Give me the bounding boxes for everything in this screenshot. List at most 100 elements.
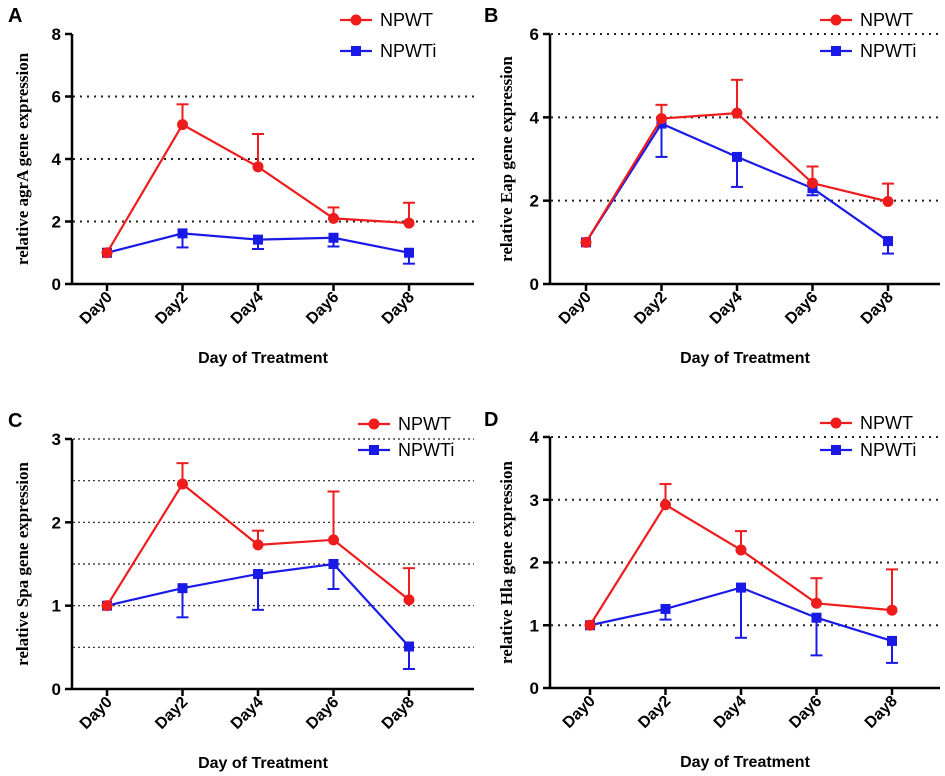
x-axis-title: Day of Treatment	[680, 754, 810, 771]
x-axis-title: Day of Treatment	[680, 350, 810, 367]
y-tick-label: 4	[530, 108, 540, 127]
data-point	[177, 478, 188, 490]
y-tick-label: 2	[52, 513, 61, 532]
y-axis-title: relative agrA gene expression	[13, 52, 32, 265]
x-tick-label: Day0	[77, 694, 116, 733]
legend-label: NPWTi	[380, 41, 436, 61]
x-tick-label: Day8	[858, 289, 897, 328]
y-axis-title: relative Spa gene expression	[13, 462, 32, 666]
legend: NPWT NPWTi	[820, 413, 916, 460]
y-tick-label: 0	[52, 275, 61, 294]
data-point	[328, 534, 339, 546]
series-npwt	[101, 103, 415, 259]
data-point	[807, 177, 818, 189]
chart-panel-d: D 0 1 2 3 4 Day0 Day2 Day4 Day6 Day8 Day of Treatme…	[484, 409, 940, 771]
series-npwt	[584, 483, 898, 631]
x-tick-label: Day8	[862, 693, 901, 732]
legend-marker	[350, 14, 362, 26]
x-tick-label: Day4	[228, 289, 267, 328]
legend-marker	[831, 46, 841, 56]
data-point	[656, 113, 667, 125]
y-tick-label: 6	[52, 88, 61, 107]
series-npwti	[102, 228, 415, 265]
data-point	[882, 196, 894, 207]
legend-marker	[368, 418, 380, 430]
y-tick-label: 4	[530, 428, 540, 447]
y-tick-label: 0	[530, 679, 539, 698]
data-point	[253, 569, 263, 579]
y-tick-label: 3	[52, 430, 61, 449]
y-tick-label: 2	[530, 554, 539, 573]
y-tick-label: 8	[52, 25, 61, 44]
x-tick-label: Day6	[782, 289, 821, 328]
data-point	[580, 236, 592, 248]
data-point	[883, 236, 893, 247]
data-point	[660, 499, 671, 511]
data-point	[252, 161, 264, 173]
x-tick-label: Day0	[77, 289, 116, 328]
x-tick-label: Day0	[556, 289, 595, 328]
y-tick-label: 6	[530, 25, 539, 44]
x-tick-label: Day4	[711, 693, 750, 732]
x-tick-label: Day0	[560, 693, 599, 732]
legend-marker	[831, 445, 841, 455]
data-point	[101, 247, 113, 259]
data-point	[403, 594, 415, 606]
panel-letter: C	[8, 410, 22, 432]
data-point	[886, 604, 898, 616]
data-point	[328, 232, 339, 243]
series-npwti	[102, 559, 415, 670]
legend-marker	[830, 417, 842, 429]
data-point	[252, 539, 264, 551]
y-tick-label: 0	[52, 680, 61, 699]
legend: NPWT NPWTi	[820, 10, 916, 61]
y-tick-label: 3	[530, 491, 539, 510]
data-point	[811, 612, 822, 623]
data-point	[811, 597, 822, 609]
data-point	[177, 228, 188, 239]
data-point	[731, 107, 743, 119]
legend-label: NPWTi	[860, 440, 916, 460]
data-point	[584, 619, 596, 631]
y-tick-label: 0	[530, 275, 539, 294]
x-tick-label: Day4	[707, 289, 746, 328]
panel-letter: D	[484, 409, 498, 431]
data-point	[253, 234, 263, 245]
x-axis-title: Day of Treatment	[198, 755, 328, 772]
legend: NPWT NPWTi	[358, 414, 454, 460]
x-tick-label: Day4	[228, 694, 267, 733]
legend-label: NPWTi	[860, 41, 916, 61]
y-tick-label: 2	[530, 192, 539, 211]
y-tick-label: 1	[530, 616, 539, 635]
x-tick-label: Day6	[303, 694, 342, 733]
data-point	[735, 544, 747, 556]
data-point	[732, 151, 742, 162]
data-point	[660, 603, 671, 614]
y-axis-title: relative Hla gene expression	[497, 461, 516, 664]
x-tick-label: Day2	[635, 693, 674, 732]
data-point	[736, 582, 746, 593]
legend-label: NPWT	[860, 413, 913, 433]
x-tick-label: Day2	[152, 289, 191, 328]
x-tick-label: Day8	[379, 694, 418, 733]
panel-letter: B	[484, 5, 498, 27]
legend-marker	[351, 46, 361, 56]
legend-label: NPWT	[398, 414, 451, 434]
y-axis-title: relative Eap gene expression	[497, 56, 516, 262]
data-point	[404, 247, 414, 258]
data-point	[403, 217, 415, 229]
data-point	[328, 559, 339, 569]
legend-marker	[369, 445, 379, 455]
chart-panel-c: C 0 1 2 3 Day0 Day2 Day4 Day6 Day8 Day of Treatmen…	[8, 410, 474, 772]
chart-panel-a: A 0 2 4 6 8 Day0 Day2 Day4 Day6 Day8 Day of Treatme…	[8, 5, 474, 367]
legend-label: NPWT	[380, 10, 433, 30]
legend-marker	[830, 14, 842, 26]
x-tick-label: Day6	[786, 693, 825, 732]
x-tick-label: Day6	[303, 289, 342, 328]
series-npwt	[580, 78, 894, 248]
data-point	[101, 600, 113, 612]
x-tick-label: Day2	[631, 289, 670, 328]
data-point	[887, 635, 897, 646]
data-point	[177, 583, 188, 594]
